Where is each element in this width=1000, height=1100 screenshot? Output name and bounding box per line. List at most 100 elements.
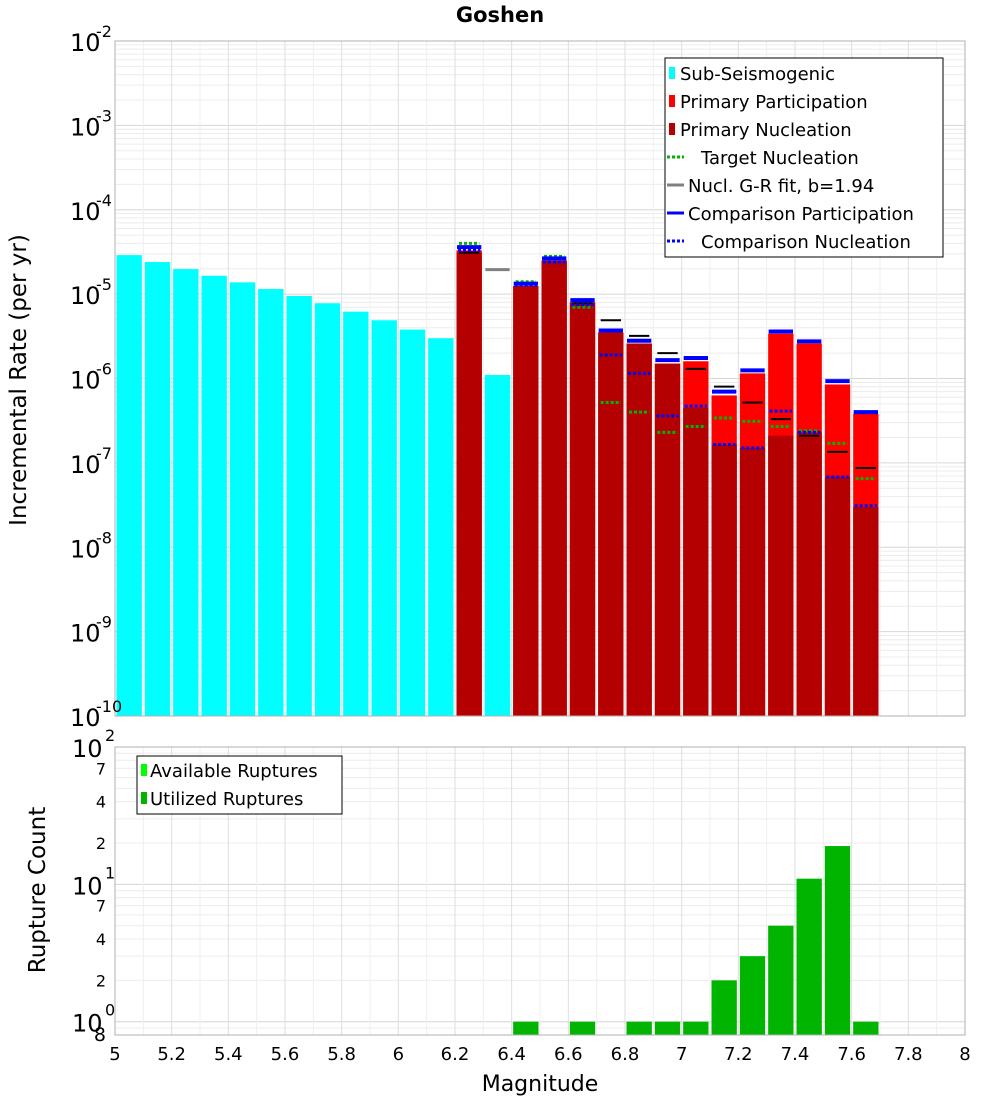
y-minor-tick-label: 7: [96, 759, 106, 778]
x-tick-label: 6.6: [554, 1044, 583, 1065]
y-axis-label-top: Incremental Rate (per yr): [6, 234, 32, 526]
legend-label: Nucl. G-R fit, b=1.94: [688, 176, 874, 197]
sub-seismogenic-bar: [484, 375, 511, 716]
y-tick-base: 10: [70, 367, 101, 395]
legend-box: [664, 57, 944, 258]
y-tick-exponent: -8: [96, 528, 112, 547]
utilized-ruptures-bar: [796, 878, 822, 1035]
legend-item: Sub-Seismogenic: [669, 64, 835, 85]
y-axis-label-bottom: Rupture Count: [25, 807, 51, 973]
chart-title: Goshen: [456, 3, 544, 27]
y-tick-base: 10: [70, 113, 101, 141]
primary-nucleation-bar: [853, 506, 879, 716]
utilized-ruptures-bar: [768, 925, 794, 1035]
x-tick-label: 6.4: [497, 1044, 526, 1065]
x-tick-label: 5.4: [214, 1044, 243, 1065]
legend-swatch: [141, 792, 147, 804]
x-tick-label: 7.6: [837, 1044, 866, 1065]
legend-label: Comparison Nucleation: [701, 232, 911, 253]
y-tick-base: 10: [72, 735, 103, 763]
top-plot-frame: [114, 40, 966, 717]
y-minor-tick-label: 4: [96, 793, 106, 812]
legend-label: Target Nucleation: [700, 148, 859, 169]
y-tick-base: 10: [70, 29, 101, 57]
x-tick-label: 5: [109, 1044, 120, 1065]
legend-item: Comparison Nucleation: [667, 232, 911, 253]
x-tick-label: 6.8: [611, 1044, 640, 1065]
y-tick-base: 10: [70, 198, 101, 226]
utilized-ruptures-bar: [569, 1021, 596, 1035]
y-tick-label: 10-5: [70, 275, 112, 310]
legend-item: Primary Nucleation: [669, 120, 852, 141]
sub-seismogenic-bar: [258, 289, 284, 716]
y-tick-exponent: -6: [96, 360, 112, 379]
primary-nucleation-bar: [513, 285, 539, 716]
sub-seismogenic-bar: [428, 338, 454, 716]
y-tick-exponent: -9: [96, 613, 112, 632]
utilized-ruptures-bar: [711, 980, 737, 1035]
legend-label: Comparison Participation: [688, 204, 914, 225]
y-tick-exponent: -10: [96, 697, 122, 716]
y-minor-tick-label: 7: [96, 897, 106, 916]
y-tick-label: 10-10: [70, 697, 122, 732]
primary-nucleation-bar: [541, 260, 567, 716]
y-tick-exponent: -3: [96, 106, 112, 125]
x-tick-label: 7.2: [724, 1044, 753, 1065]
primary-nucleation-bar: [569, 302, 596, 716]
y-tick-label: 10-8: [70, 528, 112, 563]
primary-nucleation-bar: [654, 363, 681, 716]
x-tick-label: 8: [959, 1044, 970, 1065]
primary-nucleation-bar: [796, 432, 822, 716]
x-tick-label: 7: [676, 1044, 687, 1065]
y-tick-exponent: 0: [105, 1001, 115, 1020]
legend-label: Utilized Ruptures: [150, 789, 303, 810]
y-tick-label: 10-9: [70, 613, 112, 648]
legend-label: Available Ruptures: [150, 761, 318, 782]
y-tick-label: 10-6: [70, 360, 112, 395]
y-tick-label: 10 1: [72, 863, 115, 900]
bottom-legend: Available Ruptures Utilized Ruptures: [136, 755, 343, 815]
legend-label: Primary Nucleation: [680, 120, 852, 141]
utilized-ruptures-bar: [739, 956, 766, 1035]
x-tick-label: 6: [393, 1044, 404, 1065]
y-tick-exponent: 1: [105, 863, 115, 882]
x-tick-label: 7.4: [781, 1044, 810, 1065]
legend-item: Utilized Ruptures: [141, 789, 303, 810]
primary-nucleation-bar: [683, 407, 709, 716]
y-tick-label: 10 0: [72, 1001, 115, 1038]
sub-seismogenic-bar: [116, 255, 142, 716]
sub-seismogenic-bar: [229, 282, 256, 716]
y-minor-tick-label: 4: [96, 930, 106, 949]
legend-item: Available Ruptures: [141, 761, 318, 782]
legend-swatch: [669, 123, 675, 135]
top-legend: Sub-Seismogenic Primary Participation Prim…: [664, 57, 944, 258]
legend-swatch: [669, 67, 675, 79]
utilized-ruptures-bar: [824, 846, 851, 1035]
y-minor-tick-label: 8: [94, 1024, 106, 1046]
x-axis-label: Magnitude: [482, 1072, 599, 1097]
y-tick-exponent: -7: [96, 444, 112, 463]
sub-seismogenic-bar: [173, 269, 199, 716]
x-tick-label: 5.8: [327, 1044, 356, 1065]
primary-nucleation-bar: [824, 477, 851, 716]
sub-seismogenic-bar: [399, 329, 426, 716]
y-tick-exponent: -2: [96, 22, 112, 41]
y-tick-base: 10: [70, 620, 101, 648]
sub-seismogenic-bar: [144, 262, 171, 716]
y-tick-base: 10: [70, 451, 101, 479]
utilized-ruptures-bar: [853, 1021, 879, 1035]
x-tick-label: 7.8: [894, 1044, 923, 1065]
legend-label: Primary Participation: [680, 92, 868, 113]
primary-nucleation-bar: [598, 332, 624, 716]
sub-seismogenic-bar: [286, 296, 312, 716]
sub-seismogenic-bar: [314, 303, 341, 716]
utilized-ruptures-bar: [654, 1021, 681, 1035]
legend-swatch: [141, 764, 147, 776]
primary-nucleation-bar: [456, 252, 482, 716]
sub-seismogenic-bar: [343, 311, 369, 716]
legend-item: Nucl. G-R fit, b=1.94: [667, 176, 874, 197]
primary-nucleation-bar: [711, 444, 737, 716]
y-tick-base: 10: [70, 535, 101, 563]
y-tick-label: 10-3: [70, 106, 112, 141]
